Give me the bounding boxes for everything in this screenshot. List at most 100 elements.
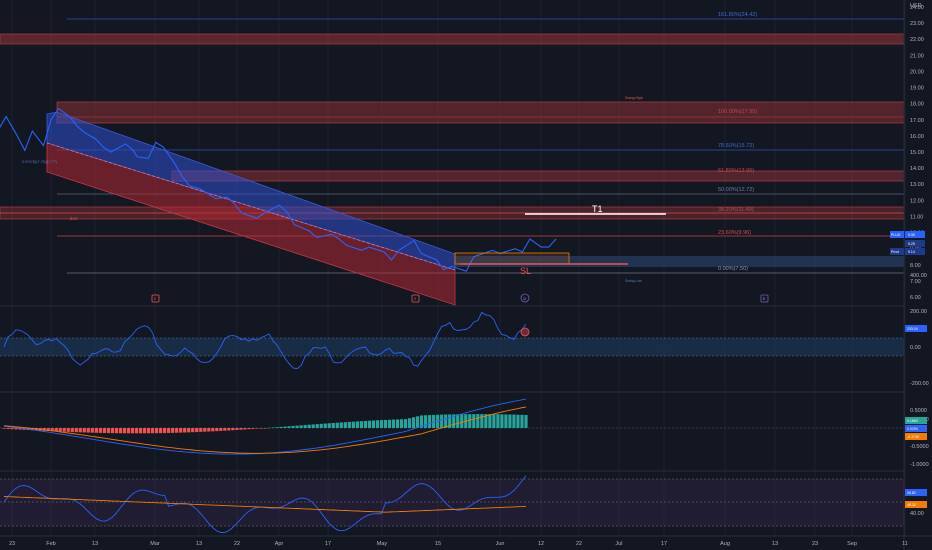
price-tick-label: 6.00 [910,295,921,301]
macd-bar [146,428,151,434]
macd-bar [367,420,371,428]
macd-bar [154,428,159,434]
time-tick-label: Apr [275,541,284,547]
macd-bar [82,428,86,433]
time-tick-label: 17 [325,541,331,547]
price-line [0,107,557,272]
fib-618-label: 61.80%(13.96) [718,168,754,174]
price-tick-label: 14.00 [910,166,924,172]
macd-bar [287,426,291,428]
macd-bar [444,414,448,428]
macd-tick-label: -0.5000 [910,444,929,450]
event-marker-4[interactable]: E [760,294,769,303]
svg-text:0.1863: 0.1863 [907,419,918,423]
macd-bar [488,414,492,428]
fib-786-label: 78.60%(15.72) [718,143,754,149]
cci-tick-label: 200.00 [910,309,927,315]
macd-bar [2,428,6,429]
macd-bar [138,428,143,434]
svg-text:0.0290: 0.0290 [907,427,918,431]
macd-bar [6,428,10,429]
macd-bar [295,425,299,428]
macd-bar [448,414,452,428]
macd-badges: 0.1863 0.0290 -2.1740 [905,417,927,440]
fib-161-label: 161.80%(24.42) [718,12,757,18]
price-tick-label: 17.00 [910,118,924,124]
supply-zone-100 [56,101,905,124]
time-tick-label: Mar [150,541,160,547]
macd-bar [512,414,516,428]
macd-bar [331,422,335,428]
macd-bar [183,428,187,433]
rsi-tick-label: 40.00 [910,511,924,517]
macd-bar [163,428,167,434]
macd-bar [122,428,127,434]
time-tick-label: 13 [92,541,98,547]
macd-bar [199,428,203,432]
macd-bar [267,427,271,429]
event-marker-3[interactable]: D [520,293,530,303]
macd-bar [167,428,171,433]
macd-bar [432,414,436,428]
macd-bar [496,414,500,428]
macd-bar [383,419,388,428]
swing-low-label: Swing Low [625,279,642,283]
macd-bar [94,428,98,433]
macd-bar [319,423,323,428]
macd-bar [78,428,82,433]
macd-bar [291,425,295,428]
fib-0-label: 0.00%(7.50) [718,266,748,272]
macd-bar [219,428,223,431]
macd-bar [472,414,476,428]
macd-tick-label: -1.0000 [910,462,929,468]
macd-bar [231,428,235,431]
macd-bar [363,420,367,428]
event-marker-2[interactable]: E [411,294,420,303]
cci-tick-label: 400.00 [910,273,927,279]
time-tick-label: Jul [615,541,622,547]
fib-100-label: 100.00%(17.95) [718,109,757,115]
event-marker-1[interactable]: E [151,294,160,303]
svg-text:D: D [524,297,527,301]
macd-bar [114,428,119,434]
macd-bar [480,414,484,428]
macd-bar [355,421,359,428]
svg-text:PLUG: PLUG [891,233,901,237]
macd-bar [524,414,528,428]
macd-bar [223,428,227,431]
macd-bar [399,419,404,428]
svg-text:E: E [154,297,157,301]
macd-bar [500,414,504,428]
macd-bar [30,428,34,431]
macd-bar [343,422,347,428]
price-axis[interactable]: 24.00 23.00 22.00 21.00 20.00 19.00 18.00 17.00… [910,5,929,517]
macd-bar [150,428,155,434]
macd-bar [379,420,384,428]
time-axis[interactable]: 23 Feb 13 Mar 13 22 Apr 17 May 15 Jun 12 22 Jul 17 Aug 1… [9,541,908,547]
macd-bar [476,414,480,428]
macd-bar [263,428,267,429]
macd-bar [492,414,496,428]
macd-bar [142,428,147,434]
price-tick-label: 15.00 [910,150,924,156]
macd-bar [46,428,50,432]
fib-382-label: 38.20%(11.49) [718,207,754,213]
macd-bar [203,428,207,432]
macd-bar [118,428,123,434]
macd-bar [484,414,488,428]
svg-text:Pivot: Pivot [891,250,899,254]
grid-lines [11,0,906,536]
t1-label: T1 [592,204,603,214]
price-tick-label: 21.00 [910,53,924,59]
macd-bar [283,426,287,428]
currency-label: USD [910,3,922,9]
macd-bar [130,428,135,434]
supply-zone-top [0,33,905,45]
price-tick-label: 8.00 [910,263,921,269]
macd-bar [516,414,520,428]
svg-text:9.35: 9.35 [908,233,915,237]
macd-bar [14,428,18,430]
time-tick-label: Aug [720,541,730,547]
macd-bar [440,414,444,428]
macd-bar [311,424,315,428]
